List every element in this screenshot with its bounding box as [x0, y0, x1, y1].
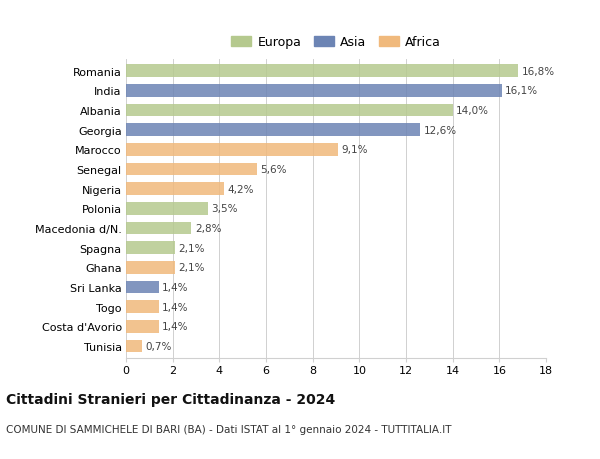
Bar	[126, 104, 452, 117]
Text: 1,4%: 1,4%	[162, 282, 188, 292]
Text: 16,8%: 16,8%	[521, 67, 554, 77]
Text: 4,2%: 4,2%	[227, 184, 254, 194]
Bar	[126, 144, 338, 157]
Text: COMUNE DI SAMMICHELE DI BARI (BA) - Dati ISTAT al 1° gennaio 2024 - TUTTITALIA.I: COMUNE DI SAMMICHELE DI BARI (BA) - Dati…	[6, 425, 452, 435]
Bar	[126, 281, 158, 294]
Bar	[126, 202, 208, 215]
Text: 5,6%: 5,6%	[260, 165, 287, 174]
Text: 1,4%: 1,4%	[162, 302, 188, 312]
Text: 9,1%: 9,1%	[342, 145, 368, 155]
Bar	[126, 320, 158, 333]
Bar	[126, 261, 175, 274]
Bar	[126, 65, 518, 78]
Bar	[126, 301, 158, 313]
Text: 2,8%: 2,8%	[195, 224, 221, 234]
Text: 14,0%: 14,0%	[456, 106, 489, 116]
Legend: Europa, Asia, Africa: Europa, Asia, Africa	[231, 36, 441, 49]
Text: 0,7%: 0,7%	[146, 341, 172, 351]
Text: 3,5%: 3,5%	[211, 204, 238, 214]
Text: 2,1%: 2,1%	[179, 263, 205, 273]
Text: 1,4%: 1,4%	[162, 322, 188, 331]
Bar	[126, 183, 224, 196]
Bar	[126, 163, 257, 176]
Text: 12,6%: 12,6%	[424, 125, 457, 135]
Text: 16,1%: 16,1%	[505, 86, 538, 96]
Text: 2,1%: 2,1%	[179, 243, 205, 253]
Bar	[126, 340, 142, 353]
Bar	[126, 124, 420, 137]
Text: Cittadini Stranieri per Cittadinanza - 2024: Cittadini Stranieri per Cittadinanza - 2…	[6, 392, 335, 406]
Bar	[126, 85, 502, 97]
Bar	[126, 222, 191, 235]
Bar	[126, 242, 175, 254]
